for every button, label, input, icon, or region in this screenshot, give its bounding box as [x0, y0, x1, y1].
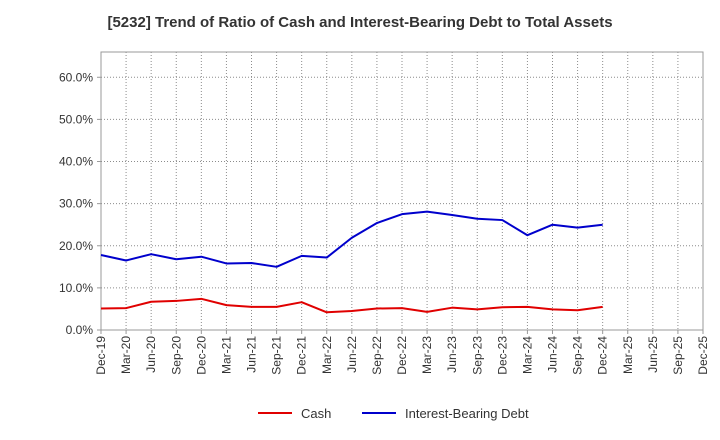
x-tick-label: Sep-24: [571, 336, 585, 375]
x-tick-label: Mar-24: [520, 336, 534, 374]
x-tick-label: Mar-25: [621, 336, 635, 374]
y-tick-label: 40.0%: [59, 155, 93, 169]
series-line-interest-bearing-debt: [100, 210, 603, 268]
x-tick-label: Jun-20: [144, 336, 158, 373]
series-lines: [100, 210, 603, 314]
legend-label: Cash: [301, 406, 331, 421]
x-tick-label: Sep-23: [470, 336, 484, 375]
x-tick-label: Jun-22: [345, 336, 359, 373]
x-tick-label: Sep-25: [671, 336, 685, 375]
legend: Cash Interest-Bearing Debt: [258, 406, 529, 421]
x-tick-label: Dec-25: [696, 336, 710, 375]
chart-title: [5232] Trend of Ratio of Cash and Intere…: [107, 14, 613, 31]
x-tick-label: Dec-23: [495, 336, 509, 375]
x-tick-label: Jun-23: [445, 336, 459, 373]
series-line-cash: [100, 297, 603, 314]
x-tick-label: Dec-21: [295, 336, 309, 375]
x-tick-label: Mar-21: [219, 336, 233, 374]
x-tick-label: Mar-20: [119, 336, 133, 374]
x-tick-label: Sep-20: [169, 336, 183, 375]
y-tick-label: 50.0%: [59, 112, 93, 126]
x-tick-label: Sep-21: [270, 336, 284, 375]
y-tick-label: 0.0%: [66, 323, 94, 337]
grid-lines: [101, 52, 703, 330]
x-tick-label: Dec-24: [596, 336, 610, 375]
x-tick-label: Dec-22: [395, 336, 409, 375]
x-tick-label: Dec-19: [94, 336, 108, 375]
x-tick-label: Mar-23: [420, 336, 434, 374]
x-axis-ticks: Dec-19 Mar-20 Jun-20 Sep-20 Dec-20 Mar-21 Jun-…: [94, 330, 710, 375]
x-tick-label: Jun-25: [646, 336, 660, 373]
x-tick-label: Dec-20: [194, 336, 208, 375]
x-tick-label: Mar-22: [320, 336, 334, 374]
legend-label: Interest-Bearing Debt: [405, 406, 529, 421]
x-tick-label: Jun-24: [546, 336, 560, 373]
x-tick-label: Jun-21: [245, 336, 259, 373]
y-axis-ticks: 0.0% 10.0% 20.0% 30.0% 40.0% 50.0% 60.0%: [59, 70, 101, 337]
x-tick-label: Sep-22: [370, 336, 384, 375]
y-tick-label: 20.0%: [59, 239, 93, 253]
y-tick-label: 60.0%: [59, 70, 93, 84]
y-tick-label: 10.0%: [59, 281, 93, 295]
y-tick-label: 30.0%: [59, 197, 93, 211]
